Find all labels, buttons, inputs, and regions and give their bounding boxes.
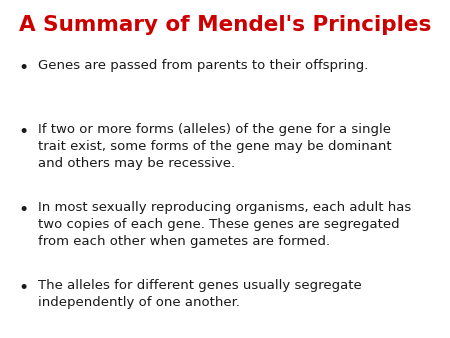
Text: A Summary of Mendel's Principles: A Summary of Mendel's Principles [19, 15, 431, 35]
Text: Genes are passed from parents to their offspring.: Genes are passed from parents to their o… [38, 59, 369, 72]
Text: In most sexually reproducing organisms, each adult has
two copies of each gene. : In most sexually reproducing organisms, … [38, 201, 411, 248]
Text: If two or more forms (alleles) of the gene for a single
trait exist, some forms : If two or more forms (alleles) of the ge… [38, 123, 392, 170]
Text: •: • [18, 59, 28, 77]
Text: •: • [18, 279, 28, 297]
Text: The alleles for different genes usually segregate
independently of one another.: The alleles for different genes usually … [38, 279, 362, 309]
Text: •: • [18, 201, 28, 219]
Text: •: • [18, 123, 28, 141]
